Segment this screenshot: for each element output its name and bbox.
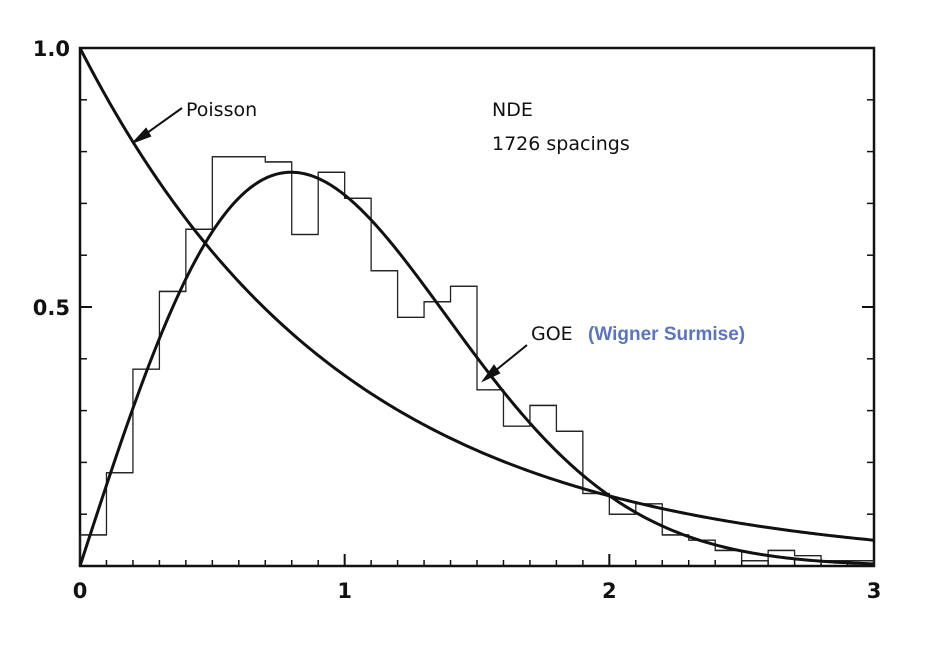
x-tick-label: 0: [73, 579, 88, 603]
poisson-arrow: [133, 107, 183, 143]
x-tick-label: 3: [867, 579, 882, 603]
y-tick-label: 0.5: [33, 296, 70, 320]
goe-note-label: (Wigner Surmise): [588, 324, 745, 345]
x-tick-label: 1: [337, 579, 352, 603]
poisson-curve: [78, 47, 875, 542]
goe-arrow: [480, 344, 528, 383]
tick-labels: 0 1 2 3 0.5 1.0: [33, 37, 882, 603]
curves: [78, 47, 875, 567]
x-tick-label: 2: [602, 579, 617, 603]
goe-curve: [78, 170, 875, 567]
dataset-label: NDE: [492, 99, 533, 121]
histogram: [79, 156, 875, 566]
y-tick-label: 1.0: [33, 37, 70, 61]
goe-label: GOE: [531, 323, 573, 345]
histogram-steps: [79, 156, 875, 566]
poisson-label: Poisson: [186, 99, 257, 121]
ticks: [79, 47, 875, 566]
spacings-count-label: 1726 spacings: [492, 133, 630, 155]
